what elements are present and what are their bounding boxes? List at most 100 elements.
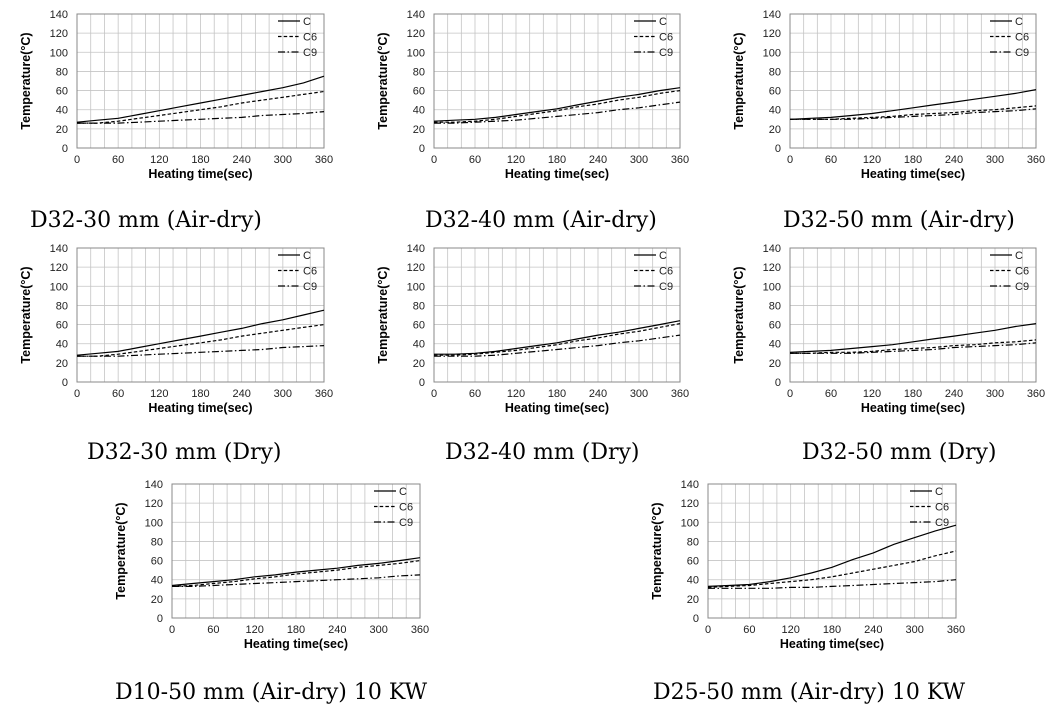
series-line-c9: [790, 342, 1037, 354]
x-tick-label: 120: [863, 388, 881, 400]
y-tick-label: 140: [50, 243, 68, 255]
x-tick-label: 0: [431, 154, 437, 166]
legend-label-c6: C6: [1015, 32, 1029, 44]
y-tick-label: 0: [419, 377, 425, 389]
x-tick-label: 120: [245, 624, 263, 636]
series-line-c: [789, 89, 1037, 120]
series-line-c9: [172, 574, 421, 588]
x-tick-label: 300: [905, 624, 923, 636]
x-tick-label: 240: [328, 624, 346, 636]
x-tick-label: 360: [947, 624, 965, 636]
x-tick-label: 0: [787, 388, 793, 400]
chart-caption: D32-50 mm (Dry): [802, 440, 997, 465]
plot-frame: [433, 13, 681, 149]
y-tick-label: 120: [407, 28, 425, 40]
y-axis-title: Temperature(°C): [19, 266, 33, 363]
legend-label-c6: C6: [935, 502, 949, 514]
x-axis-title: Heating time(sec): [780, 637, 884, 651]
y-tick-label: 20: [413, 358, 425, 370]
y-tick-label: 0: [775, 377, 781, 389]
y-tick-label: 80: [413, 300, 425, 312]
legend-label-c: C: [303, 250, 311, 262]
series-line-c9: [77, 111, 325, 124]
y-tick-label: 120: [763, 28, 781, 40]
x-tick-label: 180: [548, 154, 566, 166]
y-axis-title: Temperature(°C): [732, 32, 746, 129]
y-tick-label: 100: [407, 281, 425, 293]
y-tick-label: 100: [50, 281, 68, 293]
x-tick-label: 60: [112, 154, 124, 166]
chart-svg: 0 20 40 60 80 100 120 140 0 60 120 180 240 300 360 Heat…: [650, 479, 965, 651]
y-tick-label: 60: [413, 86, 425, 98]
x-tick-label: 180: [191, 388, 209, 400]
y-tick-label: 100: [681, 517, 699, 529]
x-tick-label: 360: [315, 388, 333, 400]
plot-frame: [789, 13, 1037, 149]
y-tick-label: 140: [763, 9, 781, 21]
y-tick-label: 100: [763, 47, 781, 59]
y-tick-label: 20: [151, 594, 163, 606]
x-tick-label: 60: [825, 388, 837, 400]
chart-svg: 0 20 40 60 80 100 120 140 0 60 120 180 240 300 360 Heat…: [114, 479, 429, 651]
y-tick-label: 60: [769, 86, 781, 98]
y-tick-label: 60: [151, 556, 163, 568]
chart-svg: 0 20 40 60 80 100 120 140 0 60 120 180 240 300 360 Heat…: [732, 9, 1045, 181]
x-tick-label: 60: [825, 154, 837, 166]
y-tick-label: 60: [56, 86, 68, 98]
series-line-c9: [77, 345, 325, 357]
legend-label-c9: C9: [303, 281, 317, 293]
series-line-c: [434, 320, 681, 355]
chart-caption: D32-40 mm (Dry): [445, 440, 640, 465]
series-line-c6: [77, 90, 325, 124]
x-tick-label: 0: [787, 154, 793, 166]
x-tick-label: 240: [232, 154, 250, 166]
x-axis-title: Heating time(sec): [505, 167, 609, 181]
plot-frame: [789, 247, 1037, 383]
x-axis-title: Heating time(sec): [148, 167, 252, 181]
chart-caption: D25-50 mm (Air-dry) 10 KW: [653, 680, 966, 705]
series-line-c9: [434, 334, 681, 357]
legend-label-c: C: [935, 486, 943, 498]
series-line-c6: [434, 90, 681, 123]
legend-label-c9: C9: [935, 517, 949, 529]
x-tick-label: 120: [150, 388, 168, 400]
y-tick-label: 60: [413, 320, 425, 332]
y-tick-label: 100: [763, 281, 781, 293]
series-line-c: [433, 87, 681, 122]
y-axis-title: Temperature(°C): [19, 32, 33, 129]
series-line-c9: [434, 101, 681, 124]
y-tick-label: 80: [769, 300, 781, 312]
y-tick-label: 20: [413, 124, 425, 136]
y-tick-label: 60: [687, 556, 699, 568]
y-axis-title: Temperature(°C): [376, 266, 390, 363]
x-tick-label: 300: [369, 624, 387, 636]
y-tick-label: 120: [763, 262, 781, 274]
x-axis-title: Heating time(sec): [861, 401, 965, 415]
legend-label-c: C: [659, 250, 667, 262]
series-line-c: [76, 75, 325, 123]
y-tick-label: 60: [769, 320, 781, 332]
x-tick-label: 180: [191, 154, 209, 166]
y-axis-title: Temperature(°C): [114, 502, 128, 599]
x-tick-label: 360: [671, 388, 689, 400]
series-line-c: [76, 309, 325, 356]
x-axis-title: Heating time(sec): [148, 401, 252, 415]
x-tick-label: 360: [671, 154, 689, 166]
x-tick-label: 360: [315, 154, 333, 166]
legend-label-c: C: [1015, 250, 1023, 262]
y-tick-label: 40: [413, 339, 425, 351]
x-tick-label: 0: [74, 388, 80, 400]
legend-label-c9: C9: [399, 517, 413, 529]
series-line-c6: [171, 560, 421, 587]
x-axis-title: Heating time(sec): [244, 637, 348, 651]
x-tick-label: 60: [469, 154, 481, 166]
y-tick-label: 120: [50, 28, 68, 40]
x-tick-label: 240: [589, 154, 607, 166]
legend-label-c6: C6: [659, 266, 673, 278]
x-tick-label: 120: [507, 388, 525, 400]
y-tick-label: 0: [157, 613, 163, 625]
y-tick-label: 140: [407, 243, 425, 255]
x-tick-label: 60: [112, 388, 124, 400]
y-axis-title: Temperature(°C): [376, 32, 390, 129]
y-tick-label: 140: [50, 9, 68, 21]
